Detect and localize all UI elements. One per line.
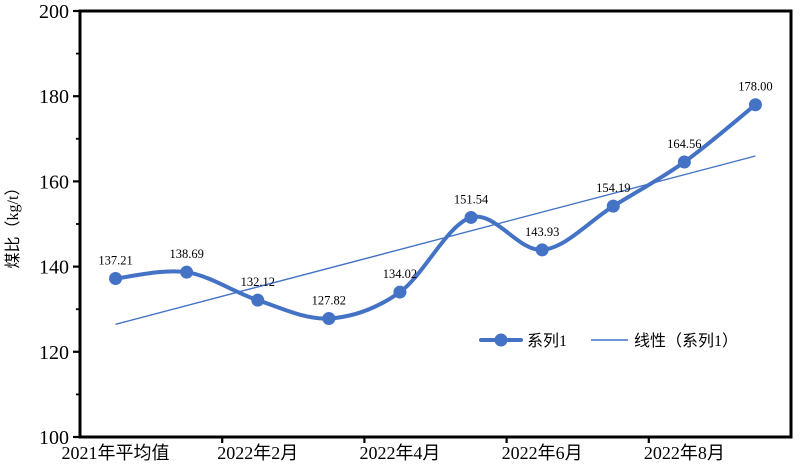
trendline	[115, 155, 756, 325]
data-point-marker	[109, 271, 123, 285]
data-point-marker	[535, 243, 549, 257]
data-point-marker	[677, 155, 691, 169]
y-tick-label: 140	[39, 257, 69, 279]
x-tick-label: 2022年6月	[502, 443, 583, 463]
legend: 系列1 线性（系列1）	[479, 332, 738, 350]
x-tick-label: 2022年8月	[644, 443, 725, 463]
data-point-label: 134.02	[383, 267, 417, 281]
y-axis-title: 煤比（kg/t）	[4, 180, 22, 269]
y-tick-label: 180	[39, 86, 69, 108]
data-point-marker	[393, 285, 407, 299]
data-point-label: 154.19	[596, 181, 630, 195]
data-point-marker	[606, 199, 620, 213]
legend-series1-label: 系列1	[527, 332, 567, 350]
x-tick-label: 2022年2月	[217, 443, 298, 463]
data-point-marker	[464, 210, 478, 224]
y-tick-label: 100	[39, 427, 69, 449]
legend-series1-marker-icon	[494, 333, 508, 347]
x-tick-label: 2021年平均值	[62, 443, 170, 463]
x-tick-label: 2022年4月	[359, 443, 440, 463]
data-point-label: 143.93	[525, 225, 559, 239]
y-tick-label: 120	[39, 342, 69, 364]
data-point-label: 151.54	[454, 192, 489, 206]
legend-trendline-label: 线性（系列1）	[634, 332, 738, 350]
data-point-marker	[748, 98, 762, 112]
plot-area: 100 120 140 160 180 200 2021年平均值 2022年2月 2022年4月…	[39, 1, 793, 463]
data-point-marker	[322, 311, 336, 325]
data-point-marker	[180, 265, 194, 279]
y-tick-label: 160	[39, 171, 69, 193]
data-point-label: 164.56	[667, 137, 701, 151]
data-point-label: 178.00	[738, 80, 772, 94]
plot-border	[78, 9, 793, 439]
data-point-label: 132.12	[241, 275, 275, 289]
data-point-label: 138.69	[169, 247, 203, 261]
data-point-marker	[251, 293, 265, 307]
data-point-label: 137.21	[98, 253, 132, 267]
series-line	[113, 102, 758, 321]
data-point-label: 127.82	[312, 293, 346, 307]
y-tick-label: 200	[39, 1, 69, 23]
